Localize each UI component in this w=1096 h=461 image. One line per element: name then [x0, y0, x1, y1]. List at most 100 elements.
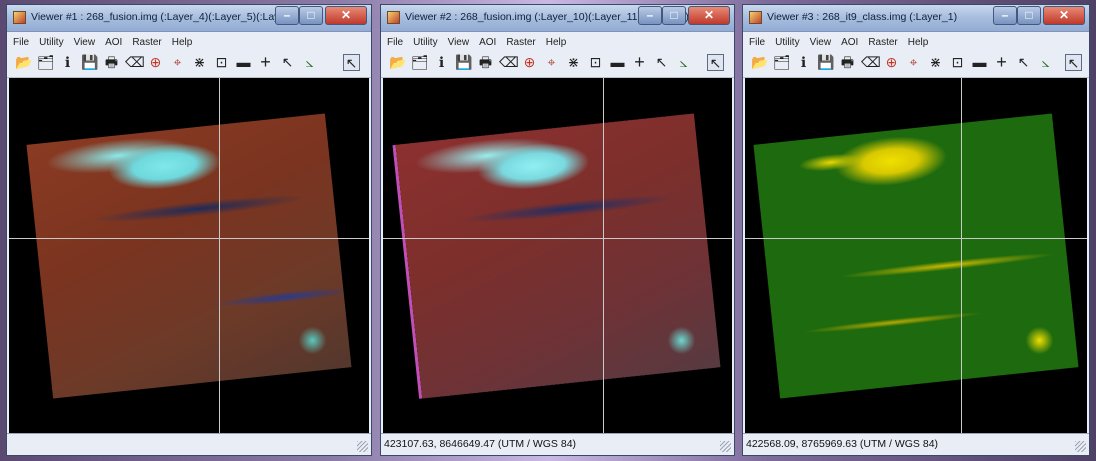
- viewer-app-icon: [387, 11, 400, 24]
- viewer-1-image-canvas[interactable]: [9, 78, 369, 433]
- classified-image: [753, 113, 1079, 398]
- menu-help[interactable]: Help: [171, 37, 193, 48]
- save-icon[interactable]: 💾: [455, 54, 473, 70]
- line-icon[interactable]: ▬: [972, 54, 987, 70]
- menu-aoi[interactable]: AOI: [841, 37, 859, 48]
- select-pointer-icon[interactable]: ↖: [343, 54, 360, 71]
- close-button[interactable]: ✕: [688, 6, 730, 25]
- line-icon[interactable]: ▬: [610, 54, 625, 70]
- maximize-button[interactable]: □: [662, 6, 686, 25]
- zoom-in-icon[interactable]: ⋇: [929, 54, 942, 70]
- select-pointer-icon[interactable]: ↖: [1065, 54, 1082, 71]
- menu-raster[interactable]: Raster: [132, 37, 162, 48]
- line-icon[interactable]: ▬: [236, 54, 251, 70]
- minimize-button[interactable]: –: [993, 6, 1017, 25]
- open-image-icon[interactable]: 🗂: [37, 54, 55, 70]
- info-icon[interactable]: ℹ: [800, 54, 807, 70]
- inquire-icon[interactable]: ⌖: [547, 54, 556, 70]
- menu-file[interactable]: File: [13, 37, 30, 48]
- crosshair-icon[interactable]: +: [260, 52, 271, 72]
- viewer-1-statusbar: [7, 433, 371, 455]
- target-icon[interactable]: ⊕: [523, 54, 536, 70]
- menu-view[interactable]: View: [809, 37, 832, 48]
- viewer-3-window: Viewer #3 : 268_it9_class.img (:Layer_1)…: [742, 4, 1090, 456]
- menu-raster[interactable]: Raster: [506, 37, 536, 48]
- viewer-2-title: Viewer #2 : 268_fusion.img (:Layer_10)(:…: [405, 11, 689, 23]
- menu-utility[interactable]: Utility: [413, 37, 438, 48]
- crosshair-horizontal-line: [745, 238, 1087, 239]
- menu-view[interactable]: View: [447, 37, 470, 48]
- open-image-icon[interactable]: 🗂: [411, 54, 429, 70]
- open-folder-icon[interactable]: 📂: [389, 54, 407, 70]
- zoom-out-icon[interactable]: ⊡: [589, 54, 602, 70]
- minimize-button[interactable]: –: [275, 6, 299, 25]
- viewer-2-statusbar: 423107.63, 8646649.47 (UTM / WGS 84): [381, 433, 734, 455]
- profile-icon[interactable]: ⦣: [305, 54, 314, 70]
- zoom-in-icon[interactable]: ⋇: [567, 54, 580, 70]
- roam-icon[interactable]: ↖: [655, 54, 668, 70]
- menu-aoi[interactable]: AOI: [105, 37, 123, 48]
- close-button[interactable]: ✕: [1043, 6, 1085, 25]
- eraser-icon[interactable]: ⌫: [861, 54, 881, 70]
- eraser-icon[interactable]: ⌫: [125, 54, 145, 70]
- maximize-button[interactable]: □: [299, 6, 323, 25]
- info-icon[interactable]: ℹ: [64, 54, 71, 70]
- save-icon[interactable]: 💾: [81, 54, 99, 70]
- resize-grip-icon[interactable]: [357, 441, 368, 452]
- open-image-icon[interactable]: 🗂: [773, 54, 791, 70]
- close-button[interactable]: ✕: [325, 6, 367, 25]
- profile-icon[interactable]: ⦣: [679, 54, 688, 70]
- viewer-1-titlebar[interactable]: Viewer #1 : 268_fusion.img (:Layer_4)(:L…: [7, 5, 371, 32]
- status-coordinates: 423107.63, 8646649.47 (UTM / WGS 84): [384, 438, 577, 450]
- viewer-1-window: Viewer #1 : 268_fusion.img (:Layer_4)(:L…: [6, 4, 372, 456]
- crosshair-icon[interactable]: +: [634, 52, 645, 72]
- viewer-app-icon: [13, 11, 26, 24]
- select-pointer-icon[interactable]: ↖: [707, 54, 724, 71]
- menu-help[interactable]: Help: [545, 37, 567, 48]
- status-coordinates: 422568.09, 8765969.63 (UTM / WGS 84): [746, 438, 939, 450]
- inquire-icon[interactable]: ⌖: [909, 54, 918, 70]
- crosshair-icon[interactable]: +: [996, 52, 1007, 72]
- inquire-icon[interactable]: ⌖: [173, 54, 182, 70]
- resize-grip-icon[interactable]: [1075, 441, 1086, 452]
- zoom-out-icon[interactable]: ⊡: [951, 54, 964, 70]
- profile-icon[interactable]: ⦣: [1041, 54, 1050, 70]
- menu-utility[interactable]: Utility: [39, 37, 64, 48]
- viewer-2-image-canvas[interactable]: [383, 78, 732, 433]
- menu-file[interactable]: File: [749, 37, 766, 48]
- viewer-2-titlebar[interactable]: Viewer #2 : 268_fusion.img (:Layer_10)(:…: [381, 5, 734, 32]
- menu-view[interactable]: View: [73, 37, 96, 48]
- satellite-image-false-color: [394, 113, 721, 398]
- viewer-3-image-canvas[interactable]: [745, 78, 1087, 433]
- save-icon[interactable]: 💾: [817, 54, 835, 70]
- target-icon[interactable]: ⊕: [149, 54, 162, 70]
- crosshair-vertical-line: [603, 78, 604, 433]
- viewer-1-toolbar: 📂 🗂 ℹ 💾 🖶 ⌫ ⊕ ⌖ ⋇ ⊡ ▬ + ↖ ⦣ ↖: [7, 49, 371, 78]
- viewer-3-toolbar: 📂 🗂 ℹ 💾 🖶 ⌫ ⊕ ⌖ ⋇ ⊡ ▬ + ↖ ⦣ ↖: [743, 49, 1089, 78]
- maximize-button[interactable]: □: [1017, 6, 1041, 25]
- viewer-2-menubar: File Utility View AOI Raster Help: [381, 32, 734, 48]
- menu-raster[interactable]: Raster: [868, 37, 898, 48]
- viewer-3-titlebar[interactable]: Viewer #3 : 268_it9_class.img (:Layer_1)…: [743, 5, 1089, 32]
- satellite-image-false-color: [26, 113, 352, 398]
- minimize-button[interactable]: –: [638, 6, 662, 25]
- zoom-out-icon[interactable]: ⊡: [215, 54, 228, 70]
- resize-grip-icon[interactable]: [720, 441, 731, 452]
- open-folder-icon[interactable]: 📂: [15, 54, 33, 70]
- target-icon[interactable]: ⊕: [885, 54, 898, 70]
- menu-aoi[interactable]: AOI: [479, 37, 497, 48]
- menu-file[interactable]: File: [387, 37, 404, 48]
- roam-icon[interactable]: ↖: [1017, 54, 1030, 70]
- print-icon[interactable]: 🖶: [478, 54, 493, 70]
- eraser-icon[interactable]: ⌫: [499, 54, 519, 70]
- print-icon[interactable]: 🖶: [840, 54, 855, 70]
- menu-help[interactable]: Help: [907, 37, 929, 48]
- viewer-3-menubar: File Utility View AOI Raster Help: [743, 32, 1089, 48]
- roam-icon[interactable]: ↖: [281, 54, 294, 70]
- zoom-in-icon[interactable]: ⋇: [193, 54, 206, 70]
- open-folder-icon[interactable]: 📂: [751, 54, 769, 70]
- info-icon[interactable]: ℹ: [438, 54, 445, 70]
- print-icon[interactable]: 🖶: [104, 54, 119, 70]
- menu-utility[interactable]: Utility: [775, 37, 800, 48]
- viewer-1-title: Viewer #1 : 268_fusion.img (:Layer_4)(:L…: [31, 11, 304, 23]
